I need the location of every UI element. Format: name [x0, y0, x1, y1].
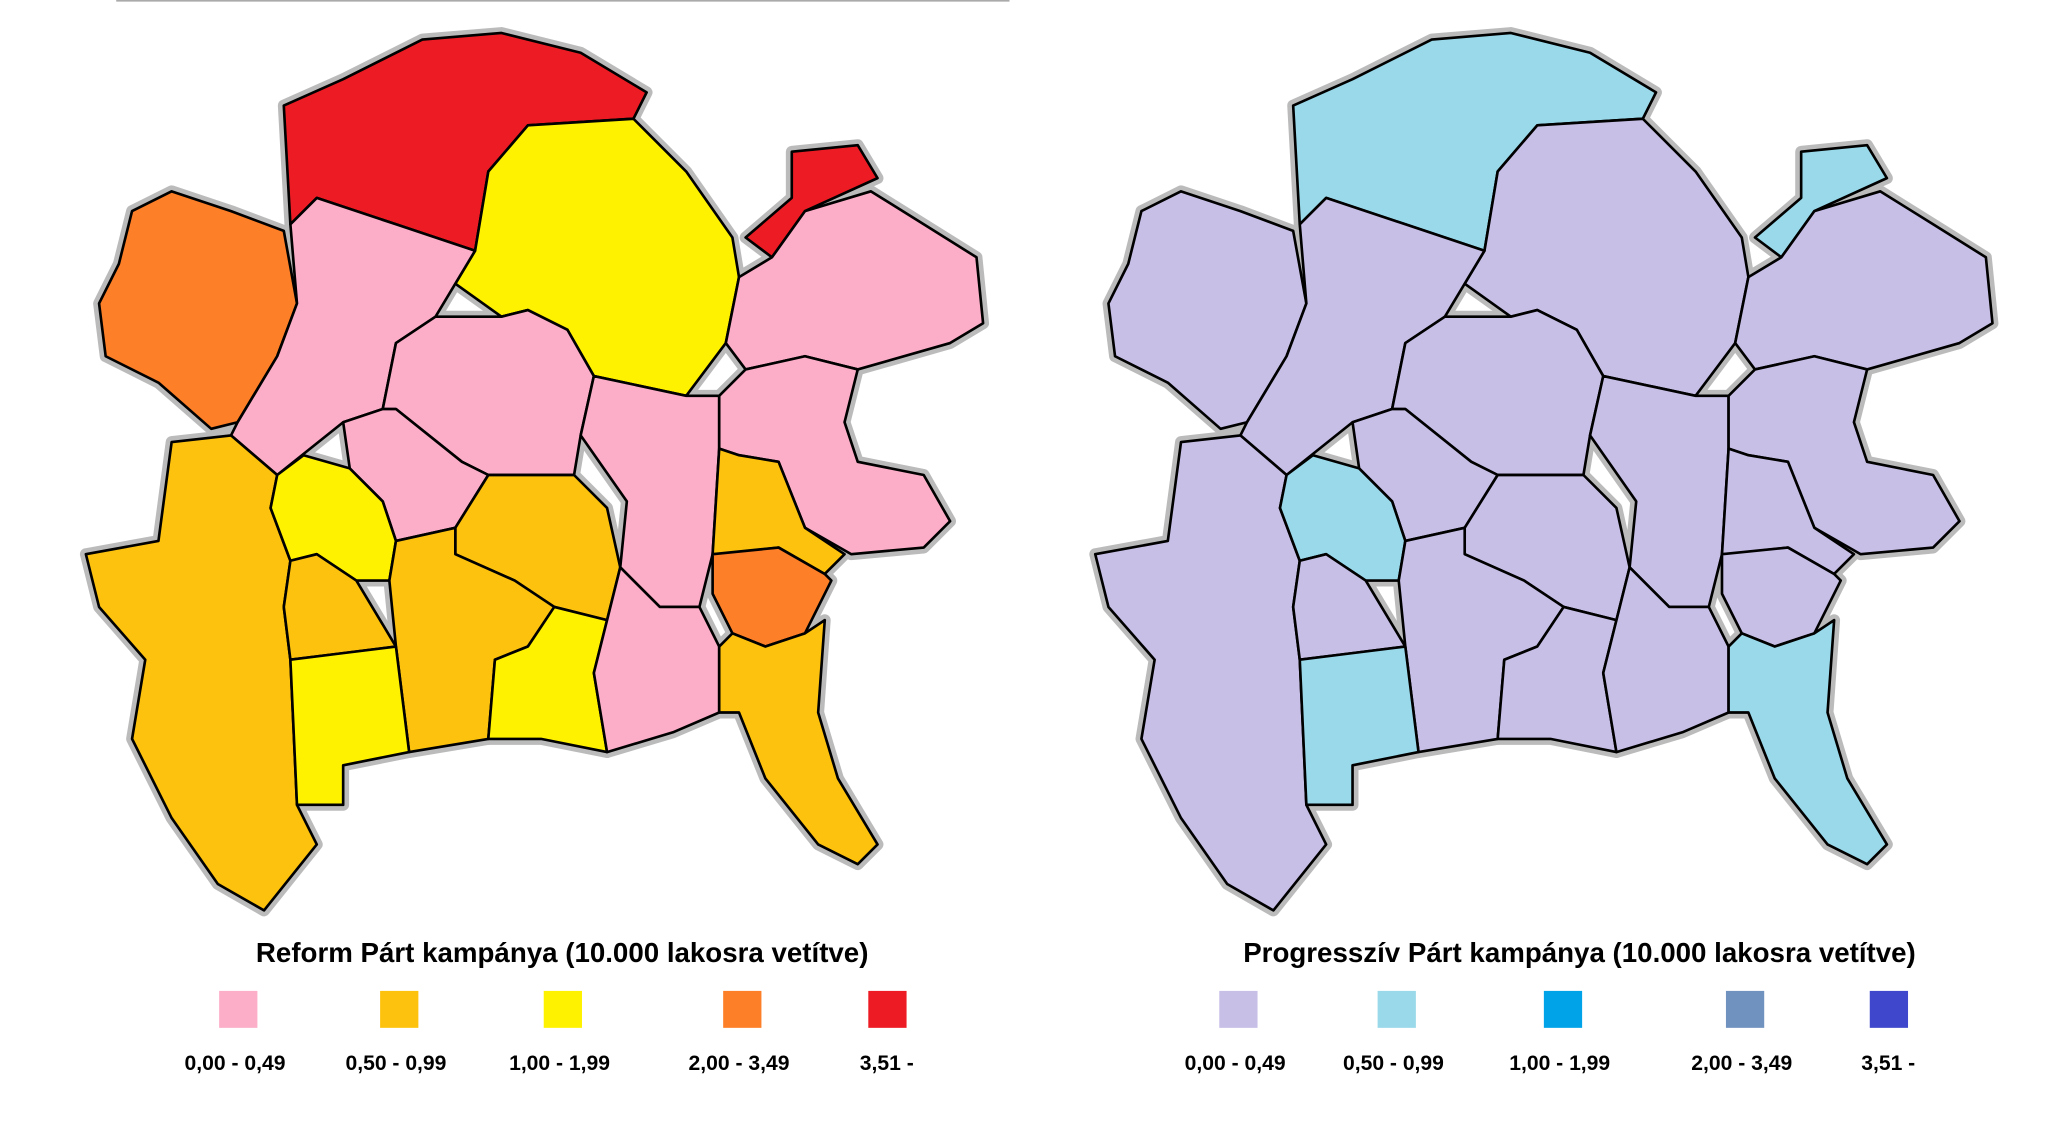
legend-swatch	[219, 990, 258, 1028]
legend-swatch	[543, 990, 582, 1028]
region	[717, 618, 879, 866]
legend-label: 0,50 - 0,99	[1343, 1052, 1444, 1075]
region	[1298, 645, 1420, 807]
legend-label: 2,00 - 3,49	[689, 1052, 790, 1075]
legend-label: 1,00 - 1,99	[1509, 1052, 1610, 1075]
legend-label: 3,51 -	[1861, 1052, 1915, 1075]
legend-swatch	[1869, 990, 1909, 1028]
map	[79, 27, 990, 917]
legend-label: 0,00 - 0,49	[1185, 1052, 1286, 1075]
legend-swatch	[380, 990, 419, 1028]
legend-label: 3,51 -	[860, 1052, 914, 1075]
legend-label: 2,00 - 3,49	[1691, 1052, 1792, 1075]
region	[1727, 618, 1889, 866]
legend-swatch	[868, 990, 907, 1028]
legend-swatch	[723, 990, 762, 1028]
legend-label: 0,00 - 0,49	[185, 1052, 286, 1075]
region	[289, 645, 411, 807]
legend-swatch	[1543, 990, 1583, 1028]
legend-label: 1,00 - 1,99	[509, 1052, 610, 1075]
legend-label: 0,50 - 0,99	[345, 1052, 446, 1075]
legend-swatch	[1725, 990, 1765, 1028]
legend-swatch	[1219, 990, 1258, 1028]
legend-title: Reform Párt kampánya (10.000 lakosra vet…	[256, 937, 869, 968]
legend-swatch	[1377, 990, 1416, 1028]
map	[1089, 27, 1999, 917]
legend-title: Progresszív Párt kampánya (10.000 lakosr…	[1243, 937, 1916, 968]
